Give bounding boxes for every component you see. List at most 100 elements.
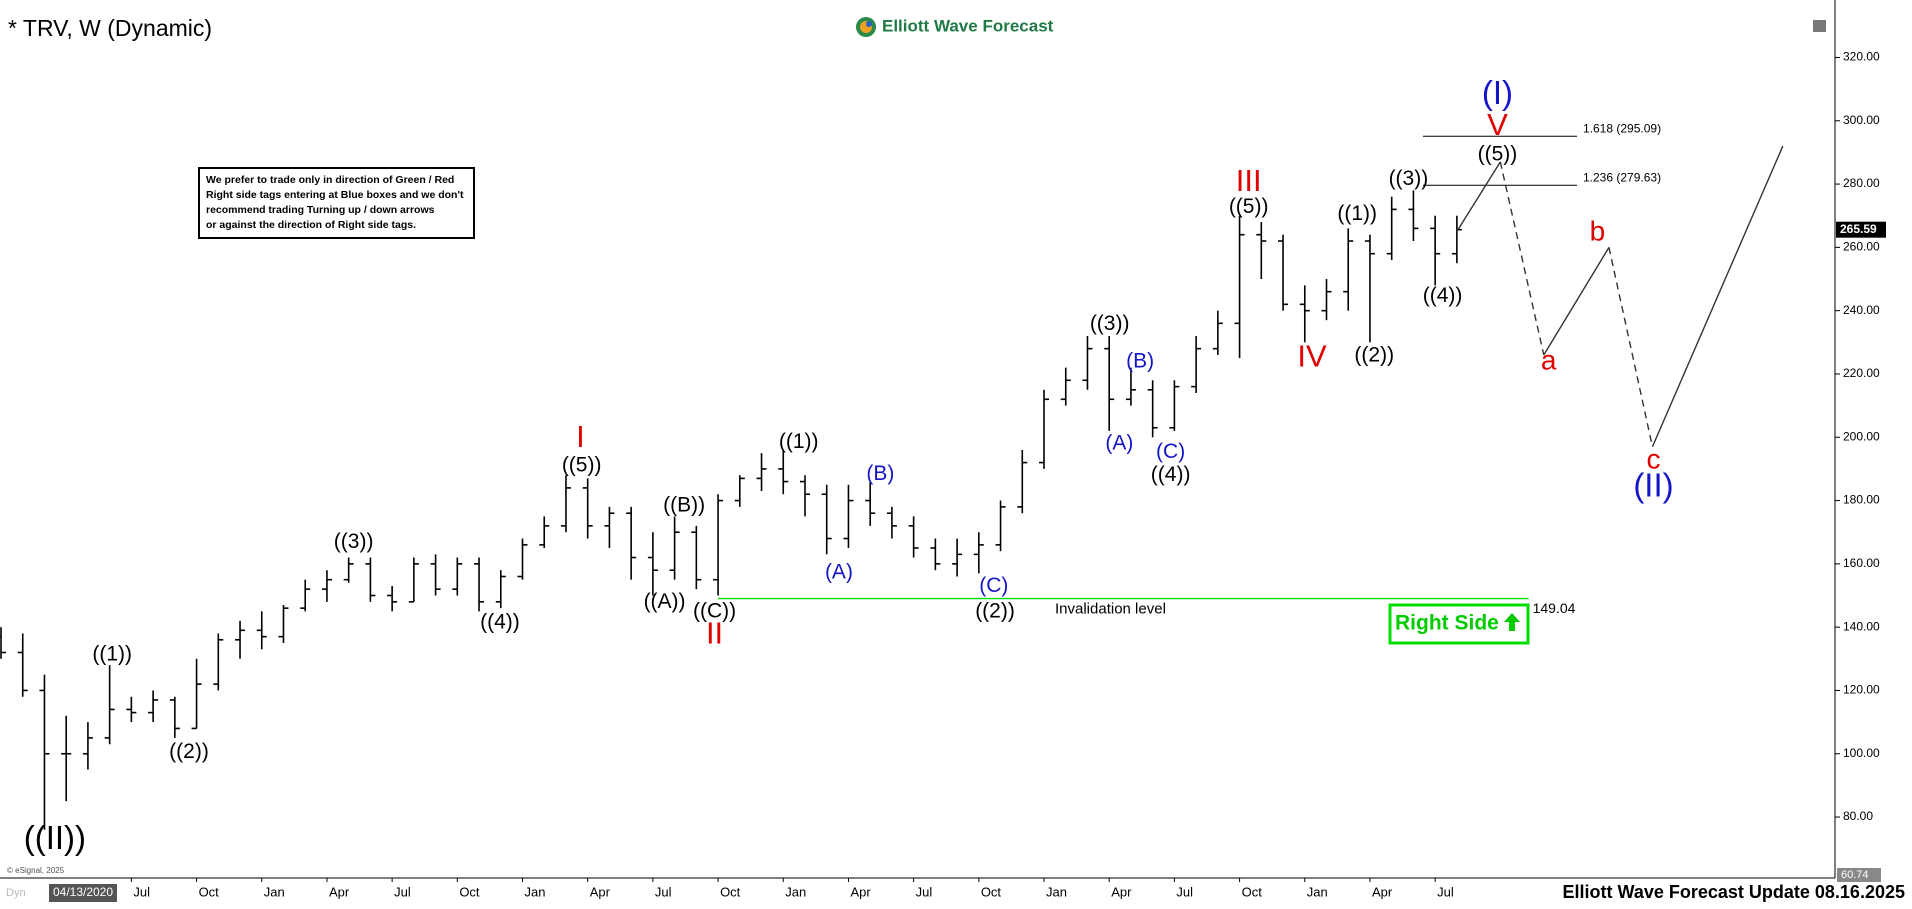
ohlc-bar: [582, 478, 593, 539]
ohlc-bar: [365, 557, 376, 602]
ohlc-bar: [300, 579, 311, 612]
ohlc-bar: [61, 715, 72, 802]
ohlc-bar: [256, 611, 267, 650]
ohlc-bar: [0, 627, 6, 659]
mode-label: Dyn: [6, 887, 26, 899]
wave-label: ((5)): [1478, 142, 1518, 165]
ohlc-bar: [539, 516, 550, 549]
cursor-label: 04/13/2020: [53, 885, 113, 899]
ohlc-bar: [778, 449, 789, 495]
projection-segment: [1651, 145, 1784, 448]
right-side-text: Right Side: [1395, 612, 1499, 635]
y-tick-label: 280.00: [1843, 176, 1880, 190]
ohlc-bar: [1408, 190, 1419, 242]
projection-segment: [1456, 161, 1501, 232]
wave-label: ((4)): [1151, 463, 1191, 486]
window-icon[interactable]: [1813, 20, 1826, 32]
invalidation-value: 149.04: [1533, 600, 1576, 616]
ohlc-bar: [952, 538, 963, 577]
wave-label: ((4)): [1423, 284, 1463, 307]
x-tick-label: Apr: [1372, 884, 1393, 899]
price-tag: [1836, 221, 1886, 238]
chart-title: * TRV, W (Dynamic): [8, 15, 212, 41]
ohlc-bar: [235, 620, 246, 659]
ohlc-bar: [1278, 234, 1289, 311]
wave-label: ((2)): [975, 600, 1015, 623]
ohlc-bar: [474, 557, 485, 612]
ohlc-bar: [843, 484, 854, 549]
y-tick-label: 120.00: [1843, 683, 1880, 697]
ohlc-bar: [408, 557, 419, 603]
ohlc-bar: [17, 633, 28, 697]
logo-icon: [866, 21, 872, 27]
ohlc-bar: [734, 475, 745, 507]
wave-label: ((5)): [562, 453, 602, 476]
wave-label: ((1)): [92, 642, 132, 665]
wave-label: (A): [1105, 431, 1133, 454]
min-value-box: [1837, 868, 1881, 882]
x-tick-label: Jan: [1046, 884, 1067, 899]
ohlc-bar: [343, 557, 354, 583]
x-tick-label: Jul: [916, 884, 933, 899]
y-tick-label: 100.00: [1843, 746, 1880, 760]
wave-label: (II): [1633, 466, 1673, 503]
y-tick-label: 260.00: [1843, 240, 1880, 254]
ohlc-bar: [82, 722, 93, 770]
x-tick-label: Oct: [459, 884, 480, 899]
ohlc-bar: [560, 475, 571, 533]
x-tick-label: Oct: [1242, 884, 1263, 899]
ohlc-bar: [1191, 335, 1202, 393]
ohlc-bar: [1147, 380, 1158, 438]
footer: Elliott Wave Forecast Update 08.16.2025: [1563, 882, 1905, 902]
wave-label: ((3)): [1389, 167, 1429, 190]
x-tick-label: Jul: [133, 884, 150, 899]
y-tick-label: 180.00: [1843, 493, 1880, 507]
wave-label: ((3)): [1090, 312, 1130, 335]
y-tick-label: 320.00: [1843, 50, 1880, 64]
projection-segment: [1608, 247, 1654, 447]
ohlc-bar: [169, 696, 180, 738]
x-tick-label: Jan: [525, 884, 546, 899]
x-tick-label: Jul: [655, 884, 672, 899]
ohlc-bar: [191, 658, 202, 730]
wave-label: b: [1590, 215, 1606, 246]
x-tick-label: Jul: [1176, 884, 1193, 899]
wave-label: I: [576, 419, 585, 454]
ohlc-bar: [213, 633, 224, 691]
ohlc-bar: [865, 481, 876, 526]
ohlc-bar: [930, 538, 941, 571]
cursor-box: [49, 884, 117, 902]
projection-segment: [1499, 161, 1545, 356]
y-tick-label: 160.00: [1843, 556, 1880, 570]
wave-label: II: [706, 615, 723, 650]
copyright: © eSignal, 2025: [7, 866, 65, 875]
x-tick-label: Apr: [590, 884, 611, 899]
wave-label: ((C)): [693, 600, 736, 623]
invalidation-text: Invalidation level: [1055, 601, 1166, 618]
ohlc-bar: [148, 690, 159, 723]
y-tick-label: 140.00: [1843, 619, 1880, 633]
y-tick-label: 200.00: [1843, 429, 1880, 443]
wave-label: c: [1646, 443, 1660, 474]
ohlc-bar: [886, 506, 897, 539]
ohlc-bar: [1256, 222, 1267, 280]
wave-label: IV: [1297, 339, 1327, 374]
ohlc-bar: [1017, 449, 1028, 514]
wave-label: ((2)): [169, 740, 209, 763]
wave-label: (A): [825, 561, 853, 584]
wave-label: a: [1541, 345, 1557, 376]
wave-label: ((3)): [334, 530, 374, 553]
wave-label: V: [1487, 107, 1508, 142]
wave-label: (C): [1156, 440, 1185, 463]
ohlc-bar: [908, 516, 919, 558]
ohlc-bar: [756, 453, 767, 492]
fib-label: 1.236 (279.63): [1583, 170, 1661, 184]
wave-label: ((4)): [480, 611, 520, 634]
ohlc-bar: [821, 484, 832, 555]
x-tick-label: Oct: [720, 884, 741, 899]
ohlc-bar: [1234, 215, 1245, 359]
ohlc-bar: [1212, 310, 1223, 355]
ohlc-bar: [126, 696, 137, 723]
